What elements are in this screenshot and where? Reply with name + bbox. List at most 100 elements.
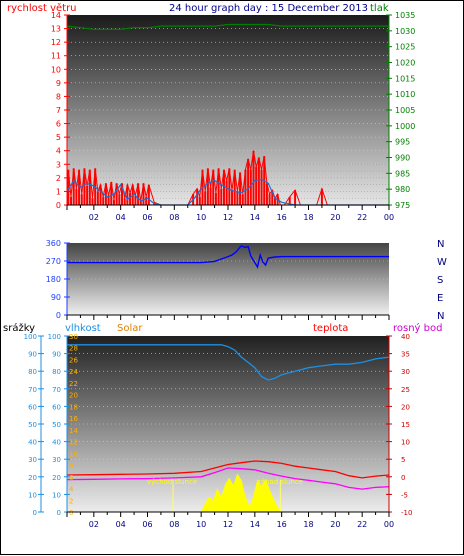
solar-tick-label: 12 [69, 439, 78, 447]
sunset-annotation: západ slunce [257, 478, 303, 486]
x-tick-label: 00 [384, 213, 394, 222]
temperature-axis-tick-label: 15 [401, 421, 410, 429]
solar-tick-label: 10 [69, 450, 78, 458]
pressure-line [66, 23, 389, 30]
temperature-axis-tick-label: 25 [401, 386, 410, 394]
x-tick-label: 12 [223, 520, 233, 529]
precipitation-label: srážky [3, 322, 35, 334]
wind-axis-tick-label: 11 [51, 52, 61, 61]
precipitation-axis-tick-label: 30 [28, 456, 37, 464]
temperature-axis-tick-label: 40 [401, 333, 410, 341]
x-tick-label: 18 [303, 520, 313, 529]
wind-direction-line [67, 245, 389, 269]
x-tick-label: 20 [330, 213, 340, 222]
x-tick-label: 06 [142, 213, 152, 222]
wind-axis-tick-label: 7 [56, 106, 61, 115]
x-tick-label: 12 [223, 213, 233, 222]
humidity-axis-tick-label: 30 [52, 456, 61, 464]
wind-axis-tick-label: 1 [56, 187, 61, 196]
humidity-axis-tick-label: 60 [52, 403, 61, 411]
x-tick-label: 00 [384, 520, 394, 529]
solar-tick-label: 14 [69, 427, 78, 435]
humidity-axis-tick-label: 10 [52, 491, 61, 499]
pressure-axis-tick-label: 985 [395, 169, 410, 178]
solar-tick-label: 22 [69, 380, 78, 388]
temperature-axis-tick-label: 10 [401, 439, 410, 447]
x-tick-label: 04 [116, 213, 126, 222]
humidity-axis-tick-label: 80 [52, 368, 61, 376]
pressure-axis-tick-label: 1015 [395, 74, 415, 83]
compass-label: N [437, 311, 444, 322]
pressure-axis-tick-label: 1025 [395, 43, 415, 52]
wind-axis-tick-label: 12 [51, 38, 61, 47]
x-tick-label: 04 [116, 520, 126, 529]
wind-axis-tick-label: 4 [56, 147, 61, 156]
pressure-axis-tick-label: 1005 [395, 106, 415, 115]
x-tick-label: 22 [357, 213, 367, 222]
wind-axis-tick-label: 8 [56, 92, 61, 101]
wind-axis-tick-label: 2 [56, 174, 61, 183]
solar-area [67, 473, 389, 513]
solar-tick-label: 0 [69, 509, 73, 517]
humidity-axis-tick-label: 20 [52, 474, 61, 482]
solar-tick-label: 30 [69, 333, 78, 341]
pressure-axis-tick-label: 1035 [395, 11, 415, 20]
x-tick-label: 20 [330, 520, 340, 529]
wind-speed-label: rychlost větru [7, 2, 77, 14]
humidity-axis-tick-label: 90 [52, 351, 61, 359]
pressure-axis-tick-label: 990 [395, 154, 410, 163]
wind-axis-tick-label: 6 [56, 120, 61, 129]
precipitation-axis-tick-label: 50 [28, 421, 37, 429]
solar-tick-label: 26 [69, 356, 78, 364]
solar-tick-label: 18 [69, 403, 78, 411]
humidity-axis-tick-label: 40 [52, 439, 61, 447]
precipitation-axis-tick-label: 20 [28, 474, 37, 482]
page-title: 24 hour graph day : 15 December 2013 [169, 3, 368, 14]
compass-label: E [437, 293, 443, 304]
wind-axis-tick-label: 13 [51, 25, 61, 34]
humidity-axis-tick-label: 0 [57, 509, 61, 517]
precipitation-axis-tick-label: 70 [28, 386, 37, 394]
temperature-line [66, 460, 390, 479]
x-tick-label: 10 [196, 520, 206, 529]
precipitation-axis-tick-label: 60 [28, 403, 37, 411]
wind-axis-tick-label: 10 [51, 65, 61, 74]
wind-axis-tick-label: 0 [56, 201, 61, 210]
temperature-axis-tick-label: 35 [401, 351, 410, 359]
compass-label: W [437, 257, 447, 268]
wind-axis-tick-label: 5 [56, 133, 61, 142]
temperature-axis-tick-label: 30 [401, 368, 410, 376]
pressure-axis-tick-label: 995 [395, 138, 410, 147]
compass-label: N [437, 239, 444, 250]
compass-label: S [437, 275, 443, 286]
pressure-axis-tick-label: 1010 [395, 90, 415, 99]
humidity-axis-tick-label: 50 [52, 421, 61, 429]
dewpoint-label: rosný bod [393, 322, 442, 334]
direction-axis-tick-label: 180 [46, 275, 61, 284]
direction-axis-tick-label: 90 [51, 293, 61, 302]
solar-tick-label: 2 [69, 497, 73, 505]
wind-axis-tick-label: 9 [56, 79, 61, 88]
precipitation-axis-tick-label: 80 [28, 368, 37, 376]
x-tick-label: 14 [250, 213, 260, 222]
x-tick-label: 16 [277, 213, 287, 222]
wind-axis-tick-label: 3 [56, 160, 61, 169]
pressure-axis-tick-label: 1020 [395, 59, 415, 68]
pressure-axis-tick-label: 980 [395, 185, 410, 194]
temperature-axis-tick-label: 20 [401, 403, 410, 411]
temperature-axis-tick-label: -10 [401, 509, 412, 517]
x-tick-label: 02 [89, 213, 99, 222]
x-tick-label: 08 [169, 520, 179, 529]
x-tick-label: 22 [357, 520, 367, 529]
x-tick-label: 06 [142, 520, 152, 529]
x-tick-label: 10 [196, 213, 206, 222]
humidity-axis-tick-label: 100 [48, 333, 61, 341]
pressure-axis-tick-label: 1030 [395, 27, 415, 36]
pressure-axis-tick-label: 975 [395, 201, 410, 210]
temperature-axis-tick-label: 0 [401, 474, 405, 482]
solar-tick-label: 16 [69, 415, 78, 423]
pressure-label: tlak [370, 3, 389, 14]
precipitation-axis-tick-label: 90 [28, 351, 37, 359]
